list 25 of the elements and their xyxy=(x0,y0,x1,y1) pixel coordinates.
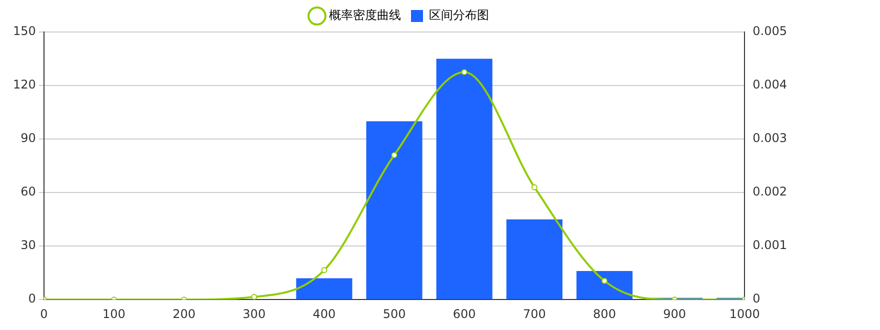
y2-tick-label: 0.005 xyxy=(752,24,788,38)
x-tick-label: 0 xyxy=(40,306,48,321)
x-tick-label: 200 xyxy=(172,306,196,321)
x-tick-label: 300 xyxy=(242,306,266,321)
y-tick-label: 60 xyxy=(20,184,36,199)
y2-tick-label: 0.001 xyxy=(752,238,788,252)
y2-tick-label: 0.002 xyxy=(752,184,788,199)
x-tick-label: 800 xyxy=(593,306,616,321)
x-tick-label: 100 xyxy=(102,306,126,321)
y-tick-label: 150 xyxy=(13,24,36,38)
y2-tick-label: 0 xyxy=(752,292,760,306)
y-tick-label: 120 xyxy=(13,78,36,92)
x-tick-label: 600 xyxy=(452,306,476,321)
x-tick-label: 400 xyxy=(312,306,336,321)
y2-tick-label: 0.003 xyxy=(752,131,788,146)
y-tick-label: 0 xyxy=(28,292,36,306)
y2-tick-label: 0.004 xyxy=(752,78,788,92)
y-tick-label: 90 xyxy=(20,131,36,146)
y-tick-label: 30 xyxy=(20,238,36,252)
x-tick-label: 700 xyxy=(522,306,546,321)
x-tick-label: 900 xyxy=(663,306,686,321)
x-tick-label: 1000 xyxy=(729,306,760,321)
legend-label: 区间分布图 xyxy=(429,8,489,22)
x-tick-label: 500 xyxy=(382,306,406,321)
legend-label: 概率密度曲线 xyxy=(329,8,401,22)
